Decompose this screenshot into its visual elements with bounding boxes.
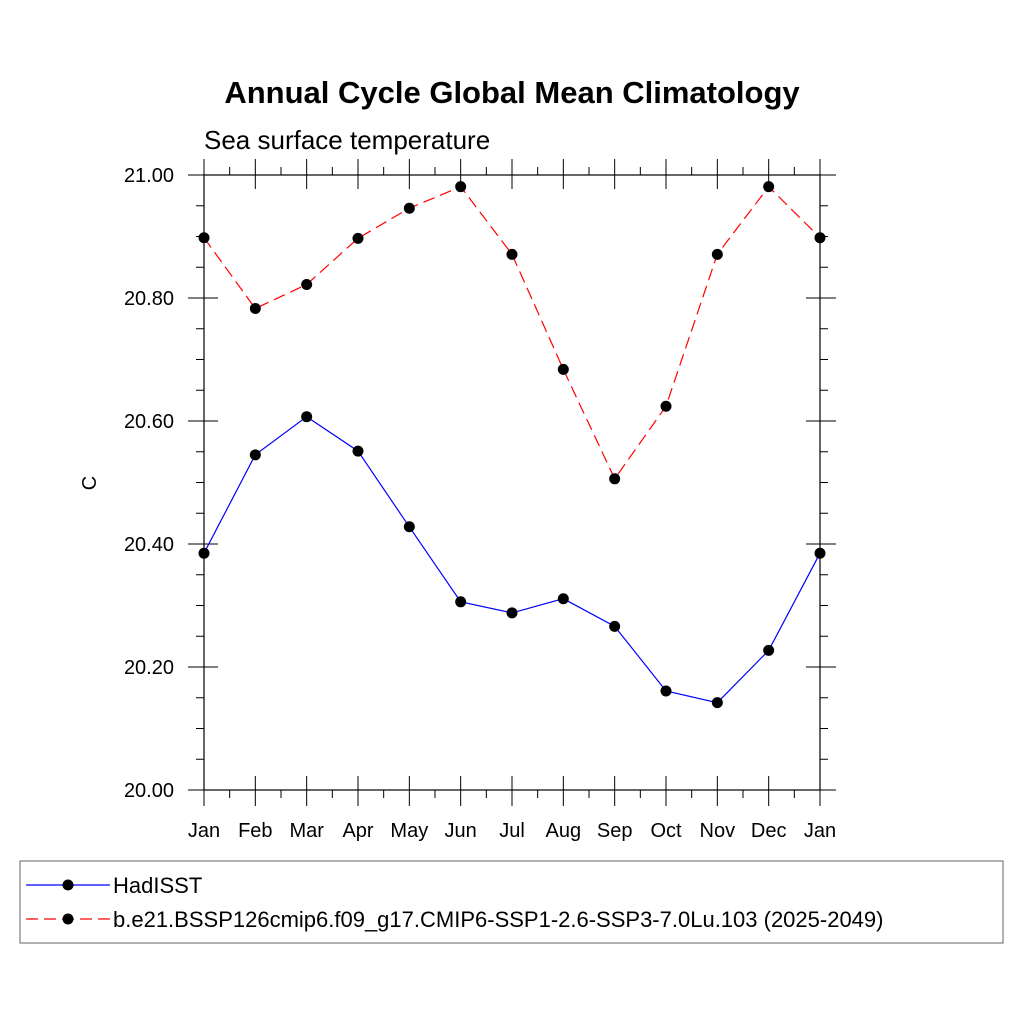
series-1-point xyxy=(455,596,467,608)
series-2-point xyxy=(249,302,261,314)
y-tick-label: 21.00 xyxy=(124,165,174,187)
plot-frame xyxy=(203,174,821,791)
y-axis-ticks: 20.00 20.20 20.40 20.60 20.80 21.00 xyxy=(124,165,836,802)
series-2-point xyxy=(301,278,313,290)
series-1-point xyxy=(301,411,313,423)
x-tick-label: Jun xyxy=(445,820,477,842)
series-line-2 xyxy=(203,185,821,480)
series-2-point xyxy=(557,363,569,375)
series-2-point xyxy=(609,473,621,485)
x-axis-ticks: Jan Feb Mar Apr May Jun Jul Aug Sep Oct Nov Dec Jan xyxy=(188,159,836,842)
x-tick-label: Dec xyxy=(751,820,787,842)
series-1-point xyxy=(711,697,723,709)
x-tick-label: Nov xyxy=(700,820,736,842)
x-tick-label: Aug xyxy=(546,820,582,842)
series-1-point xyxy=(557,593,569,605)
legend-entries: HadISST b.e21.BSSP126cmip6.f09_g17.CMIP6-… xyxy=(26,873,883,932)
y-tick-label: 20.20 xyxy=(124,657,174,679)
x-tick-label: May xyxy=(390,820,428,842)
x-tick-label: Sep xyxy=(597,820,633,842)
series-1-point xyxy=(763,644,775,656)
series-1-point xyxy=(660,685,672,697)
series-2-point xyxy=(455,181,467,193)
series-1-point xyxy=(352,445,364,457)
x-tick-label: Jul xyxy=(499,820,525,842)
legend-label-1: HadISST xyxy=(113,873,202,898)
series-2-point xyxy=(763,181,775,193)
series-1-point xyxy=(249,449,261,461)
x-tick-label: Feb xyxy=(238,820,272,842)
series-1-point xyxy=(814,547,826,559)
series-1-point xyxy=(609,620,621,632)
x-tick-label: Oct xyxy=(650,820,682,842)
series-2-point xyxy=(403,202,415,214)
legend-marker-1 xyxy=(62,879,74,891)
series-2-point xyxy=(506,248,518,260)
chart-title: Annual Cycle Global Mean Climatology xyxy=(224,75,800,110)
legend: HadISST b.e21.BSSP126cmip6.f09_g17.CMIP6-… xyxy=(19,860,1004,944)
y-tick-label: 20.40 xyxy=(124,534,174,556)
series-1-point xyxy=(403,521,415,533)
series-2-point xyxy=(660,400,672,412)
series-2-point xyxy=(711,248,723,260)
legend-box xyxy=(19,860,1004,944)
x-tick-label: Jan xyxy=(188,820,220,842)
series-2-point xyxy=(814,232,826,244)
series-line-1 xyxy=(203,415,821,704)
y-tick-label: 20.00 xyxy=(124,780,174,802)
series-2-point xyxy=(352,232,364,244)
y-tick-label: 20.80 xyxy=(124,288,174,310)
series-2-point xyxy=(198,232,210,244)
series-1-point xyxy=(198,547,210,559)
chart-subtitle: Sea surface temperature xyxy=(204,125,490,155)
x-tick-label: Apr xyxy=(342,820,373,842)
y-tick-label: 20.60 xyxy=(124,411,174,433)
series-layer xyxy=(198,181,826,709)
legend-label-2: b.e21.BSSP126cmip6.f09_g17.CMIP6-SSP1-2.… xyxy=(113,907,883,932)
x-tick-label: Jan xyxy=(804,820,836,842)
x-tick-label: Mar xyxy=(289,820,324,842)
series-1-point xyxy=(506,607,518,619)
legend-marker-2 xyxy=(62,913,74,925)
y-axis-label: C xyxy=(79,476,101,490)
